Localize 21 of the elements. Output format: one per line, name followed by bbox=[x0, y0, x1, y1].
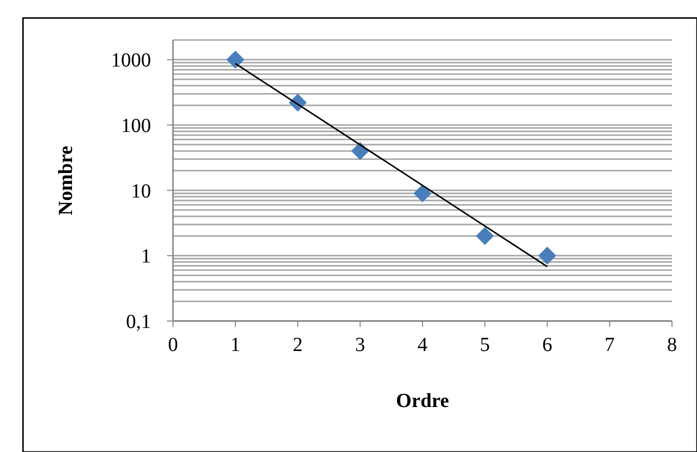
y-axis-title: Nombre bbox=[55, 146, 77, 216]
x-tick-label: 3 bbox=[355, 334, 366, 356]
x-axis-title: Ordre bbox=[396, 390, 450, 412]
x-tick-label: 6 bbox=[542, 334, 552, 356]
y-tick-label: 0,1 bbox=[126, 311, 151, 333]
point bbox=[476, 227, 494, 245]
x-tick-label: 0 bbox=[168, 334, 178, 356]
point bbox=[351, 142, 370, 160]
y-tick-label: 1 bbox=[141, 246, 151, 268]
point bbox=[538, 246, 556, 265]
x-tick-label: 4 bbox=[418, 334, 428, 356]
y-tick-label: 100 bbox=[121, 115, 151, 137]
x-tick-label: 5 bbox=[480, 334, 490, 356]
y-tick-label: 10 bbox=[131, 180, 151, 202]
point bbox=[414, 184, 432, 202]
y-tick-label: 1000 bbox=[111, 50, 151, 72]
x-tick-label: 1 bbox=[230, 334, 240, 356]
x-tick-label: 8 bbox=[667, 334, 677, 356]
x-tick-label: 7 bbox=[604, 334, 615, 356]
x-tick-label: 2 bbox=[292, 334, 303, 356]
point bbox=[226, 50, 244, 69]
